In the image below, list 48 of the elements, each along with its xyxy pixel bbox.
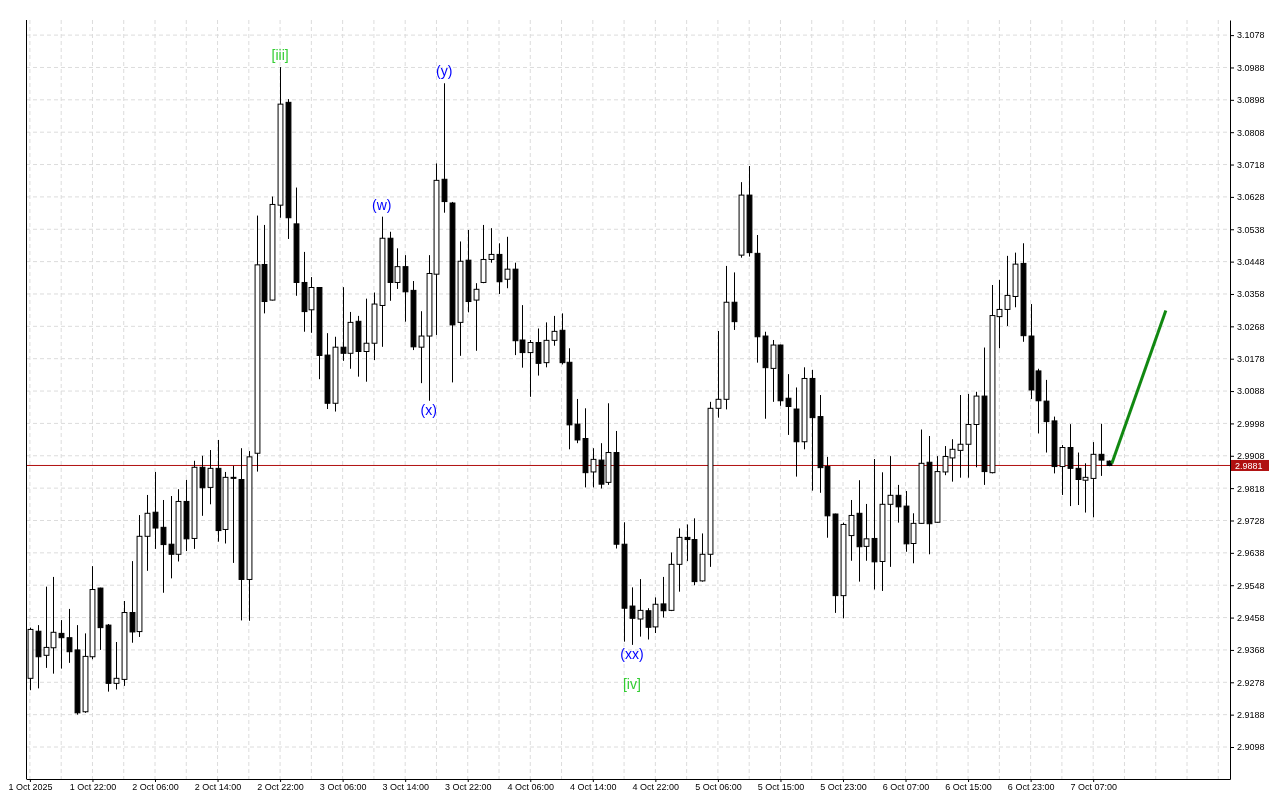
y-tick-label: 2.9548 bbox=[1237, 580, 1265, 591]
x-tick-label: 6 Oct 23:00 bbox=[1007, 782, 1055, 793]
y-tick-label: 3.1078 bbox=[1237, 30, 1265, 41]
annotation: [iii] bbox=[271, 47, 289, 64]
y-tick-label: 2.9998 bbox=[1237, 418, 1265, 429]
x-tick-label: 7 Oct 07:00 bbox=[1070, 782, 1117, 793]
y-tick-label: 3.0808 bbox=[1237, 127, 1265, 138]
y-tick-label: 3.0718 bbox=[1237, 159, 1265, 170]
y-tick-label: 3.0988 bbox=[1237, 62, 1265, 73]
x-tick-label: 6 Oct 15:00 bbox=[945, 782, 992, 793]
x-tick-label: 3 Oct 06:00 bbox=[319, 782, 367, 793]
y-tick-label: 3.0448 bbox=[1237, 256, 1265, 267]
x-tick-label: 2 Oct 14:00 bbox=[194, 782, 242, 793]
y-tick-label: 2.9458 bbox=[1237, 612, 1265, 623]
annotation: (w) bbox=[372, 196, 392, 213]
x-tick-label: 6 Oct 07:00 bbox=[882, 782, 930, 793]
x-tick-label: 2 Oct 06:00 bbox=[132, 782, 179, 793]
y-tick-label: 2.9638 bbox=[1237, 548, 1265, 559]
x-tick-label: 4 Oct 14:00 bbox=[570, 782, 617, 793]
y-tick-label: 2.9368 bbox=[1237, 645, 1265, 656]
y-tick-label: 3.0898 bbox=[1237, 95, 1265, 106]
y-tick-label: 2.9278 bbox=[1237, 677, 1265, 688]
annotation: (y) bbox=[436, 63, 453, 80]
y-tick-label: 2.9908 bbox=[1237, 451, 1265, 462]
y-tick-label: 2.9818 bbox=[1237, 483, 1265, 494]
x-tick-label: 4 Oct 06:00 bbox=[507, 782, 555, 793]
y-tick-label: 2.9188 bbox=[1237, 710, 1265, 721]
x-tick-label: 1 Oct 22:00 bbox=[69, 782, 117, 793]
y-tick-label: 3.0538 bbox=[1237, 224, 1265, 235]
annotation: [iv] bbox=[622, 675, 641, 692]
annotation: (x) bbox=[420, 401, 437, 418]
y-tick-label: 2.9098 bbox=[1237, 742, 1265, 753]
x-tick-label: 2 Oct 22:00 bbox=[257, 782, 304, 793]
x-tick-label: 5 Oct 15:00 bbox=[757, 782, 805, 793]
x-tick-label: 3 Oct 14:00 bbox=[382, 782, 429, 793]
y-tick-label: 3.0268 bbox=[1237, 321, 1265, 332]
y-tick-label: 3.0628 bbox=[1237, 192, 1265, 203]
x-tick-label: 3 Oct 22:00 bbox=[444, 782, 492, 793]
x-tick-label: 4 Oct 22:00 bbox=[632, 782, 680, 793]
x-tick-label: 1 Oct 2025 bbox=[8, 782, 53, 793]
annotation: (xx) bbox=[620, 645, 644, 662]
x-tick-label: 5 Oct 23:00 bbox=[820, 782, 867, 793]
y-tick-label: 3.0178 bbox=[1237, 354, 1265, 365]
y-tick-label: 3.0088 bbox=[1237, 386, 1265, 397]
ref-line-label: 2.9881 bbox=[1235, 460, 1263, 471]
x-tick-label: 5 Oct 06:00 bbox=[695, 782, 742, 793]
y-tick-label: 2.9728 bbox=[1237, 515, 1265, 526]
y-tick-label: 3.0358 bbox=[1237, 289, 1265, 300]
